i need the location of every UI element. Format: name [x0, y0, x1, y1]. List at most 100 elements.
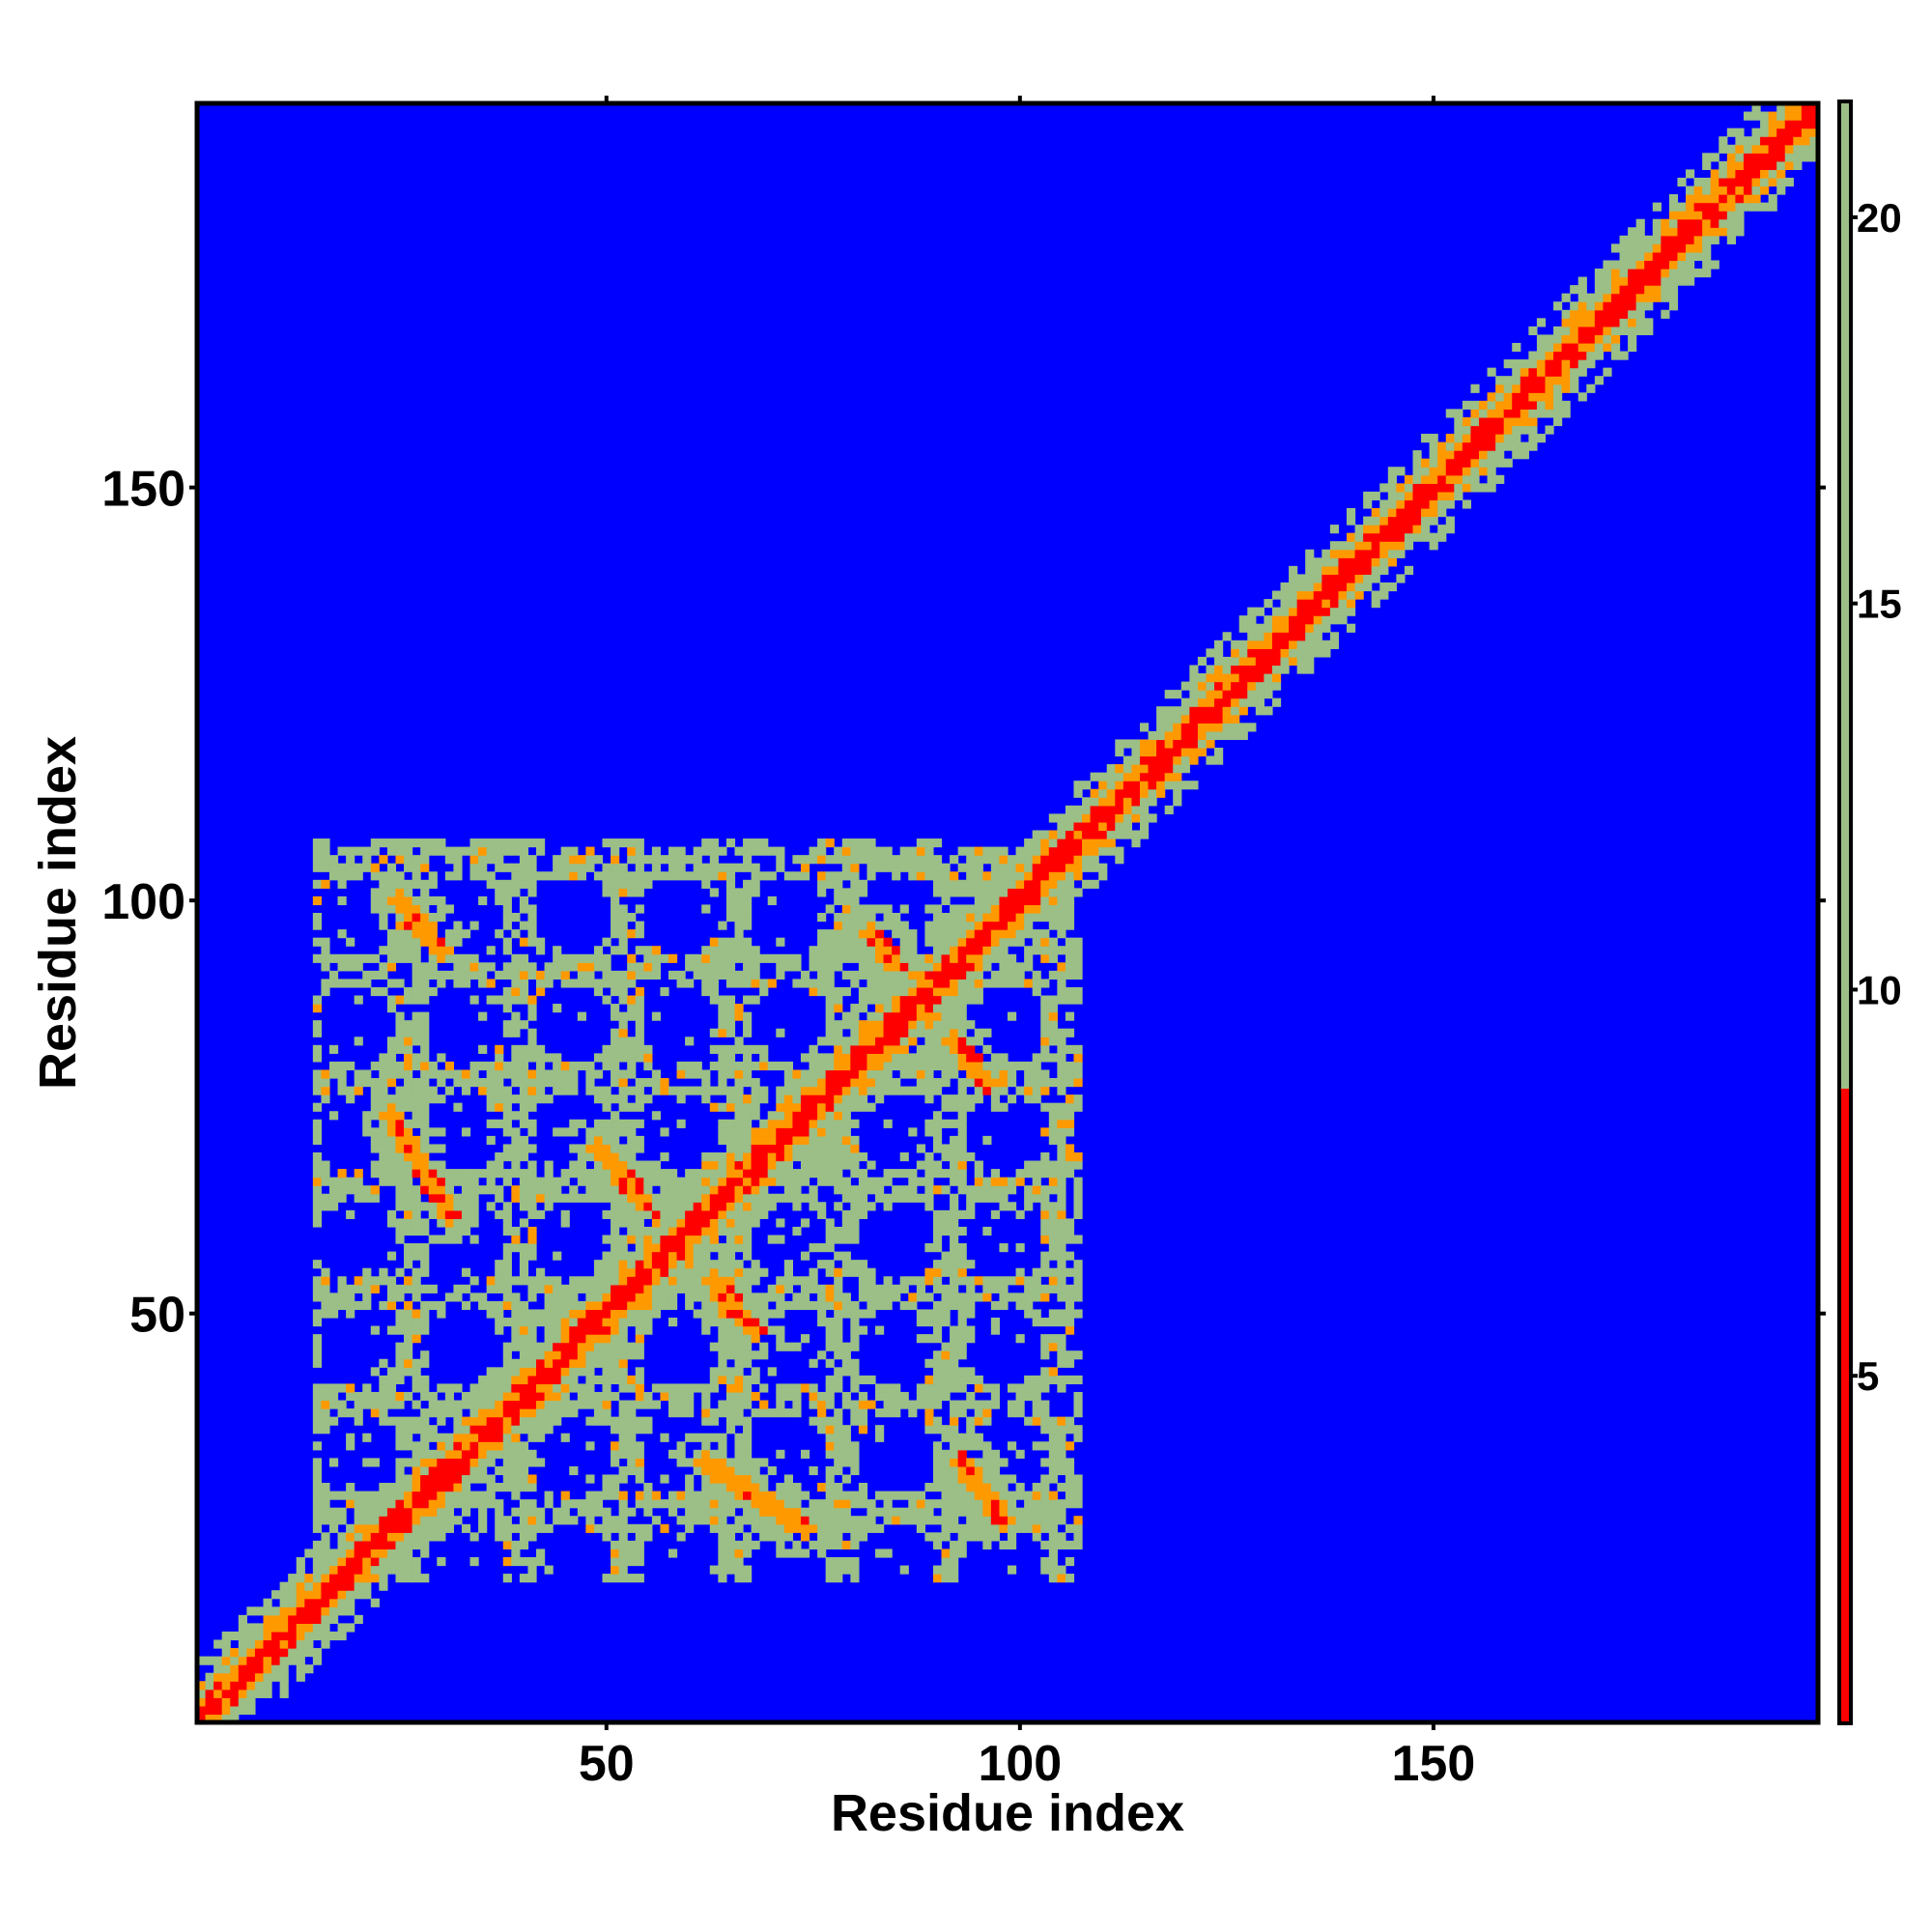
heatmap-cell [941, 871, 951, 881]
heatmap-cell [743, 1548, 753, 1558]
heatmap-cell [618, 946, 628, 955]
heatmap-cell [618, 1540, 628, 1550]
heatmap-cell [743, 921, 753, 930]
heatmap-cell [941, 895, 951, 906]
heatmap-cell [527, 1483, 537, 1492]
heatmap-cell [412, 1020, 421, 1030]
heatmap-cell [321, 1483, 330, 1492]
heatmap-cell [892, 1193, 901, 1203]
heatmap-cell [304, 1606, 314, 1616]
heatmap-cell [1008, 1202, 1017, 1211]
heatmap-cell [651, 1111, 662, 1121]
heatmap-cell [444, 1218, 454, 1228]
heatmap-cell [725, 904, 736, 914]
heatmap-cell [553, 1391, 562, 1402]
heatmap-cell [751, 1293, 760, 1302]
heatmap-cell [999, 1193, 1009, 1203]
heatmap-cell [461, 1226, 471, 1236]
heatmap-cell [502, 1151, 512, 1162]
heatmap-cell [957, 1309, 967, 1319]
heatmap-cell [974, 921, 983, 930]
heatmap-cell [370, 1556, 380, 1567]
heatmap-cell [709, 1177, 719, 1186]
heatmap-cell [1057, 1193, 1066, 1203]
heatmap-cell [718, 1185, 727, 1195]
heatmap-cell [767, 1309, 777, 1319]
heatmap-cell [1008, 1069, 1017, 1079]
heatmap-cell [321, 1639, 330, 1649]
heatmap-cell [950, 1483, 959, 1492]
heatmap-cell [693, 1433, 702, 1442]
heatmap-cell [1032, 846, 1041, 856]
heatmap-cell [999, 929, 1009, 939]
heatmap-cell [718, 846, 727, 856]
heatmap-cell [618, 1185, 628, 1195]
heatmap-cell [627, 1218, 637, 1228]
heatmap-cell [560, 1061, 570, 1071]
heatmap-cell [950, 1433, 959, 1442]
heatmap-cell [709, 1342, 719, 1351]
heatmap-cell [404, 1209, 413, 1219]
heatmap-cell [593, 1358, 604, 1368]
heatmap-cell [560, 1325, 570, 1335]
heatmap-cell [328, 1565, 339, 1575]
heatmap-cell [635, 1209, 644, 1219]
heatmap-cell [834, 1053, 843, 1063]
heatmap-cell [362, 1565, 372, 1575]
heatmap-cell [676, 1391, 686, 1402]
heatmap-cell [825, 1532, 835, 1542]
heatmap-cell [990, 1094, 1001, 1104]
heatmap-cell [1057, 1425, 1066, 1435]
heatmap-cell [924, 1416, 934, 1426]
heatmap-cell [254, 1672, 265, 1682]
heatmap-cell [734, 1318, 744, 1327]
heatmap-cell [370, 863, 380, 872]
heatmap-cell [296, 1614, 305, 1624]
heatmap-cell [858, 846, 868, 856]
heatmap-cell [544, 1408, 554, 1418]
heatmap-cell [776, 1094, 785, 1104]
heatmap-cell [966, 904, 976, 914]
heatmap-cell [924, 846, 934, 856]
heatmap-cell [404, 1433, 413, 1442]
heatmap-cell [404, 1318, 413, 1327]
heatmap-cell [718, 1218, 727, 1228]
heatmap-cell [321, 1425, 330, 1435]
heatmap-cell [420, 1028, 430, 1037]
heatmap-cell [1065, 1350, 1075, 1360]
heatmap-cell [560, 1342, 570, 1351]
heatmap-cell [643, 1400, 653, 1409]
heatmap-cell [725, 1243, 736, 1253]
heatmap-cell [932, 1086, 943, 1095]
heatmap-cell [321, 1293, 330, 1302]
heatmap-cell [883, 937, 893, 947]
heatmap-cell [643, 1251, 653, 1261]
heatmap-cell [974, 979, 983, 988]
heatmap-cell [651, 970, 662, 980]
heatmap-cell [834, 929, 843, 939]
heatmap-cell [932, 1458, 943, 1467]
heatmap-cell [701, 1160, 711, 1170]
heatmap-cell [536, 1507, 546, 1517]
heatmap-cell [999, 1474, 1009, 1484]
heatmap-cell [1057, 1135, 1066, 1146]
heatmap-cell [908, 1069, 918, 1079]
heatmap-cell [725, 1086, 736, 1095]
heatmap-cell [469, 1499, 479, 1509]
heatmap-cell [825, 1061, 835, 1071]
heatmap-cell [611, 1135, 620, 1146]
heatmap-cell [527, 1433, 537, 1442]
heatmap-cell [611, 1416, 620, 1426]
heatmap-cell [776, 1028, 785, 1037]
heatmap-cell [577, 1300, 586, 1311]
heatmap-cell [982, 1061, 992, 1071]
heatmap-cell [362, 1491, 372, 1500]
heatmap-cell [1057, 1574, 1066, 1583]
heatmap-cell [841, 1111, 851, 1121]
heatmap-cell [511, 1425, 521, 1435]
heatmap-cell [651, 1069, 662, 1079]
heatmap-cell [585, 1507, 595, 1517]
heatmap-cell [800, 1119, 810, 1128]
heatmap-cell [444, 1086, 454, 1095]
heatmap-cell [999, 979, 1009, 988]
